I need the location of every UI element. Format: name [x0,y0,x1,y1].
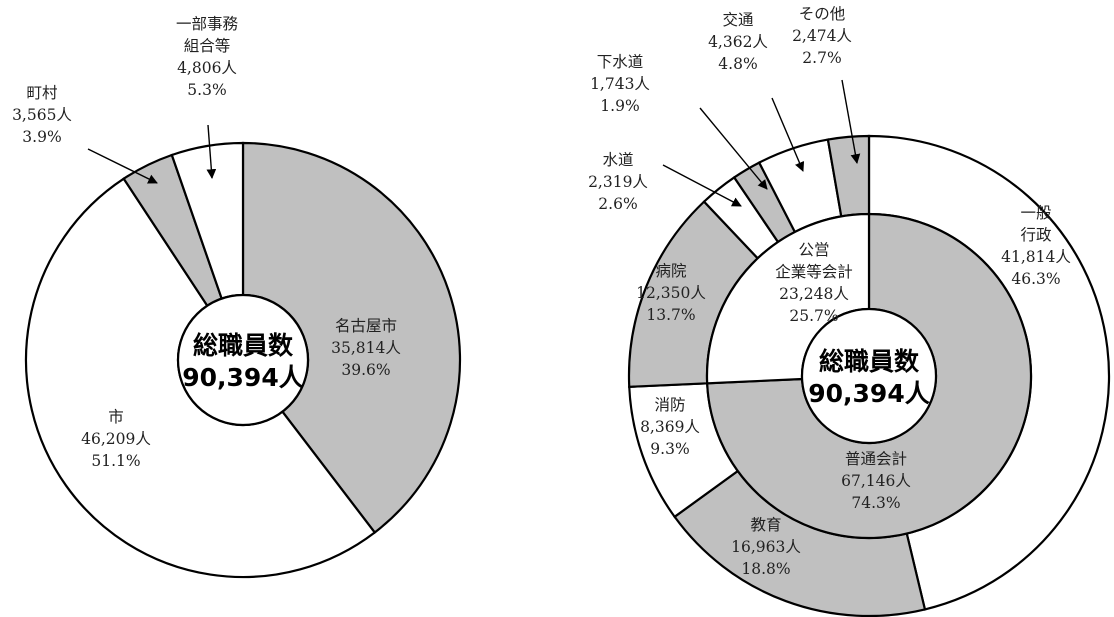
chart2-inner-label-1-line-0: 公営 [798,241,829,259]
chart1-label-0-line-2: 39.6% [341,361,390,379]
chart1-center [176,293,310,427]
chart1-label-3-line-3: 5.3% [187,81,226,99]
chart1-arrow-union [206,124,217,179]
chart1-label-1-line-1: 46,209人 [81,430,151,448]
chart2-outer-label-2-line-1: 8,369人 [640,418,700,436]
chart2-inner-label-1-line-3: 25.7% [789,307,838,325]
chart1-label-1-line-2: 51.1% [91,452,140,470]
chart2-outer-label-6-line-1: 4,362人 [708,33,768,51]
chart1-center-label-line-1: 90,394人 [182,363,303,392]
chart2-inner-label-0-line-2: 74.3% [851,494,900,512]
chart2-outer-label-2-line-2: 9.3% [650,440,689,458]
chart2-inner-label-1-line-1: 企業等会計 [775,263,853,281]
chart2-outer-label-3-line-1: 12,350人 [636,284,706,302]
chart2-inner-label-0-line-1: 67,146人 [841,472,911,490]
chart2-outer-label-5-line-0: 下水道 [597,53,644,71]
chart2-outer-label-0-line-2: 41,814人 [1001,248,1071,266]
chart1-label-0-line-0: 名古屋市 [335,317,397,335]
chart2-outer-label-7-line-0: その他 [799,5,846,23]
chart2-outer-label-7-line-2: 2.7% [802,49,841,67]
chart2-outer-label-1-line-0: 教育 [750,516,781,534]
chart2-outer-label-0-line-0: 一般 [1020,204,1051,222]
chart2-outer-label-5-line-2: 1.9% [600,97,639,115]
chart2-outer-label-1-line-2: 18.8% [741,560,790,578]
chart2-outer-label-1-line-1: 16,963人 [731,538,801,556]
chart2-outer-label-0-line-3: 46.3% [1011,270,1060,288]
chart2-arrow-water [662,164,742,207]
chart1-label-3-line-0: 一部事務 [176,15,239,33]
chart2-outer-label-5-line-1: 1,743人 [590,75,650,93]
chart2-outer-label-2-line-0: 消防 [654,396,685,414]
chart2-inner-label-1-line-2: 23,248人 [779,285,849,303]
chart2-outer-label-0-line-1: 行政 [1020,226,1052,244]
chart2-outer-label-3-line-0: 病院 [655,261,686,280]
chart2-outer-label-6-line-2: 4.8% [718,55,757,73]
chart2-outer-label-3-line-2: 13.7% [646,306,695,324]
chart1-label-3-line-1: 組合等 [184,37,231,55]
chart1-label-1-line-0: 市 [108,408,124,426]
chart2-center-label-line-1: 90,394人 [808,379,929,408]
chart2-arrow-other [841,79,861,164]
chart2-outer-label-6-line-0: 交通 [722,11,754,29]
chart1-label-3-line-2: 4,806人 [177,59,237,77]
chart2-arrow-transport [771,97,805,172]
chart2-outer-label-4-line-1: 2,319人 [588,173,648,191]
chart1-label-0-line-1: 35,814人 [331,339,401,357]
chart2-outer-label-7-line-1: 2,474人 [792,27,852,45]
chart1-label-2-line-0: 町村 [26,84,57,102]
chart1-center-label-line-0: 総職員数 [193,331,294,360]
chart1-arrow-towns [87,148,158,184]
chart1-label-2-line-2: 3.9% [22,128,61,146]
chart2-outer-label-4-line-0: 水道 [602,151,633,169]
chart2-center [800,307,938,445]
chart2-center-label-line-0: 総職員数 [819,347,920,376]
chart1-label-2-line-1: 3,565人 [12,106,72,124]
chart2-arrow-sewer [699,107,768,190]
chart2-inner-label-0-line-0: 普通会計 [845,450,907,468]
chart2-outer-label-4-line-2: 2.6% [598,195,637,213]
